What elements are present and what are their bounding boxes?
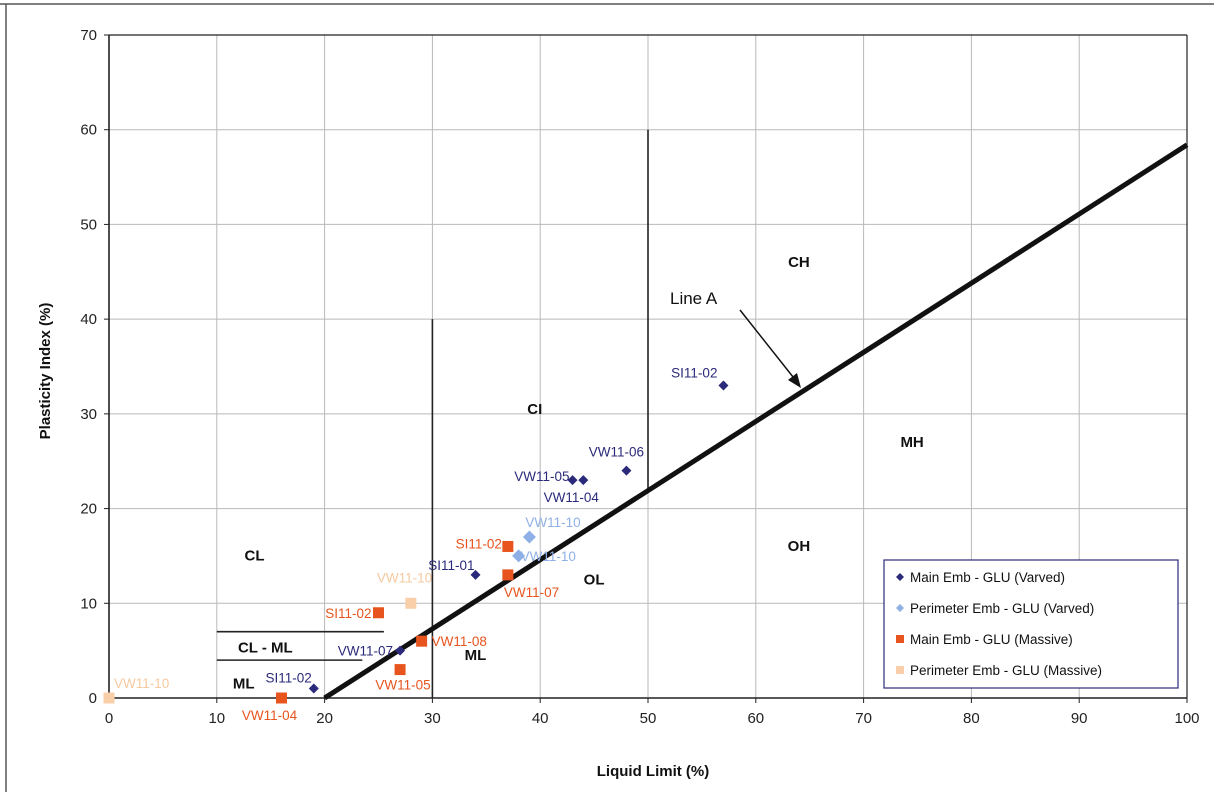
line-a-arrowhead [788,373,801,388]
data-point [621,465,632,476]
data-point [718,380,729,391]
point-label: VW11-06 [589,445,644,460]
legend-box [883,559,1179,689]
data-point [373,607,384,619]
y-tick-label: 20 [80,501,97,518]
legend-entry: Main Emb - GLU (Massive) [910,632,1073,647]
zone-label: ML [465,647,487,664]
legend-marker [896,666,904,674]
point-label: VW11-10 [114,676,169,691]
data-point [522,530,536,544]
zone-boundaries [216,129,649,698]
zone-label: CI [527,401,542,418]
x-axis-title: Liquid Limit (%) [597,763,709,780]
point-label: VW11-10 [521,549,576,564]
line-a-annotation: Line A [670,289,718,308]
point-label: VW11-05 [375,678,430,693]
y-axis-title: Plasticity Index (%) [37,303,54,440]
data-point [103,692,115,704]
zone-label: CL [245,548,265,565]
zone-label: OL [584,571,605,588]
point-label: SI11-02 [325,606,371,621]
legend-entry: Perimeter Emb - GLU (Massive) [910,663,1102,678]
x-tick-label: 0 [105,710,113,727]
point-label: SI11-02 [266,671,312,686]
zone-label: CL - ML [238,640,293,657]
x-tick-label: 30 [424,710,441,727]
data-point [470,569,481,580]
data-point [395,645,406,656]
data-point [275,692,287,704]
point-label: VW11-04 [242,708,298,723]
x-tick-label: 60 [747,710,764,727]
y-tick-label: 10 [80,595,97,612]
data-point [512,549,526,563]
zone-labels: CL CL - ML ML ML CI OL CH MH OH [233,254,924,692]
y-tick-label: 70 [80,27,97,44]
zone-label: MH [900,434,923,451]
line-a-group: Line A [323,142,1189,701]
point-label: VW11-08 [432,634,487,649]
point-label: SI11-01 [428,558,474,573]
zone-label: ML [233,676,255,693]
y-tick-label: 0 [89,690,97,707]
point-label: VW11-05 [514,469,569,484]
data-point [567,475,578,486]
point-label: VW11-07 [504,585,559,600]
data-point [502,540,514,552]
x-tick-label: 10 [208,710,225,727]
zone-label: OH [788,538,811,555]
x-tick-label: 70 [855,710,872,727]
legend-marker [896,635,904,643]
x-tick-label: 20 [316,710,333,727]
y-tick-label: 50 [80,216,97,233]
x-tick-label: 50 [640,710,657,727]
data-point [502,569,514,581]
x-tick-label: 80 [963,710,980,727]
line-a-arrow [739,309,798,383]
y-tick-label: 30 [80,406,97,423]
data-points: SI11-02 VW11-07 SI11-01 VW11-05 VW11-04 VW11-… [103,365,729,723]
data-point [308,683,319,694]
line-a [323,142,1189,701]
legend-marker [896,604,904,612]
legend-marker [896,573,904,581]
x-tick-label: 40 [532,710,549,727]
data-point [416,635,428,647]
point-label: SI11-02 [456,536,502,551]
y-tick-label: 40 [80,311,97,328]
legend-entry: Perimeter Emb - GLU (Varved) [910,601,1094,616]
zone-label: CH [788,254,810,271]
point-label: VW11-10 [377,570,432,585]
y-tick-label: 60 [80,122,97,139]
point-label: VW11-10 [525,515,580,530]
point-label: VW11-07 [338,644,393,659]
x-tick-label: 100 [1174,710,1199,727]
data-point [394,664,406,676]
data-point [405,597,417,609]
legend-entry: Main Emb - GLU (Varved) [910,570,1065,585]
data-point [578,475,589,486]
legend: Main Emb - GLU (Varved) Perimeter Emb - G… [883,559,1179,689]
point-label: SI11-02 [671,365,717,380]
point-label: VW11-04 [544,490,600,505]
x-tick-label: 90 [1071,710,1088,727]
